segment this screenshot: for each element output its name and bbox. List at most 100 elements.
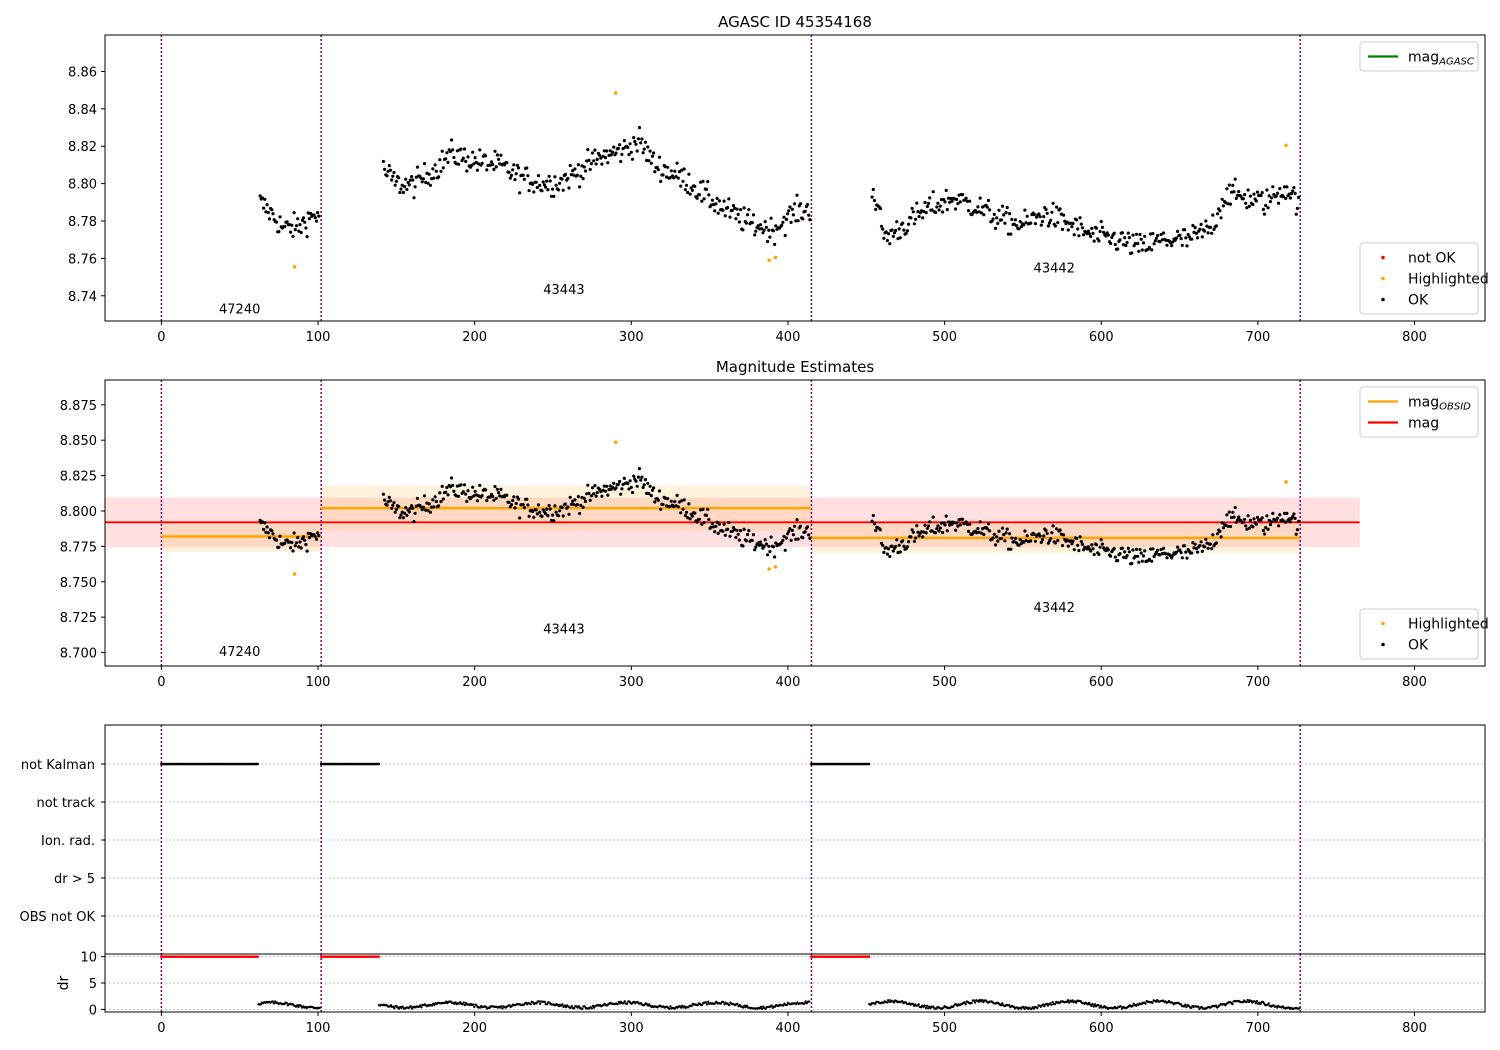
ok-point bbox=[545, 507, 549, 511]
ok-point bbox=[1233, 177, 1237, 181]
ok-point bbox=[1154, 236, 1158, 240]
ok-point bbox=[992, 532, 996, 536]
ok-point bbox=[680, 168, 684, 172]
panel-flags-axes: not Kalman not track Ion. rad. dr > 5 OBS no… bbox=[20, 758, 105, 925]
ok-point bbox=[888, 242, 892, 246]
ok-point bbox=[1006, 232, 1011, 236]
ok-point bbox=[746, 532, 750, 537]
ok-point bbox=[304, 543, 308, 547]
ok-point bbox=[1143, 234, 1147, 238]
ok-point bbox=[744, 221, 749, 225]
ok-point bbox=[407, 183, 411, 187]
ok-point bbox=[270, 208, 274, 212]
legend-label: mag bbox=[1408, 416, 1439, 432]
ok-point bbox=[404, 177, 408, 181]
ok-point bbox=[289, 230, 293, 234]
ok-point bbox=[1131, 233, 1135, 237]
ok-point bbox=[290, 223, 294, 227]
ok-point bbox=[464, 492, 468, 496]
ok-point bbox=[293, 228, 297, 232]
obsid-label: 43443 bbox=[543, 283, 584, 298]
ok-point bbox=[457, 494, 461, 498]
ok-point bbox=[1180, 243, 1184, 247]
dr-point bbox=[623, 1000, 626, 1003]
ok-point bbox=[1134, 547, 1139, 552]
dr-point bbox=[1050, 1003, 1053, 1006]
ok-point bbox=[901, 221, 905, 225]
ok-point bbox=[411, 506, 415, 510]
ok-point bbox=[730, 208, 734, 212]
ok-point bbox=[793, 524, 797, 528]
ok-point bbox=[1143, 549, 1147, 553]
dr-point bbox=[1298, 1007, 1301, 1010]
ok-point bbox=[424, 180, 428, 184]
ok-point bbox=[943, 523, 947, 527]
ok-point bbox=[1082, 233, 1086, 237]
ok-point bbox=[923, 523, 927, 527]
ok-point bbox=[653, 170, 657, 174]
ok-point bbox=[561, 514, 565, 518]
ok-point bbox=[704, 513, 709, 518]
ok-point bbox=[1179, 551, 1183, 555]
ok-point bbox=[944, 514, 948, 518]
ok-point bbox=[808, 536, 812, 540]
obsid-label: 43442 bbox=[1034, 261, 1075, 276]
ok-point bbox=[701, 507, 705, 511]
ok-point bbox=[646, 145, 650, 149]
ok-point bbox=[437, 504, 441, 508]
ok-point bbox=[910, 206, 914, 210]
ok-point bbox=[958, 523, 962, 527]
ok-point bbox=[267, 217, 272, 221]
ok-point bbox=[1033, 222, 1037, 226]
ok-point bbox=[1268, 523, 1272, 527]
dr-point bbox=[1067, 1001, 1071, 1004]
dr-point bbox=[463, 1003, 467, 1007]
ok-point bbox=[1045, 531, 1049, 536]
ok-point bbox=[1124, 243, 1128, 248]
panel-flags: not Kalman not track Ion. rad. dr > 5 OBS no… bbox=[20, 724, 1486, 955]
ok-point bbox=[1010, 217, 1014, 222]
ok-point bbox=[401, 190, 405, 195]
ok-point bbox=[560, 177, 564, 181]
ok-point bbox=[1060, 227, 1065, 231]
ok-point bbox=[1284, 196, 1288, 201]
ok-point bbox=[1264, 526, 1268, 530]
x-tick-label: 0 bbox=[157, 675, 165, 690]
dr-point bbox=[393, 1007, 396, 1010]
ok-point bbox=[534, 508, 538, 512]
dr-point bbox=[1214, 1004, 1218, 1007]
ok-point bbox=[1278, 187, 1282, 191]
ok-point bbox=[1090, 543, 1094, 547]
ok-point bbox=[1125, 554, 1129, 558]
ok-point bbox=[955, 521, 959, 525]
ok-point bbox=[277, 545, 281, 549]
dr-point bbox=[901, 1000, 904, 1003]
ok-point bbox=[1120, 546, 1124, 550]
ok-point bbox=[576, 495, 581, 499]
ok-point bbox=[1284, 520, 1288, 524]
ok-point bbox=[1243, 193, 1247, 197]
ok-point bbox=[626, 145, 630, 149]
ok-point bbox=[1126, 231, 1130, 235]
ok-point bbox=[1248, 518, 1252, 523]
ok-point bbox=[1150, 559, 1154, 563]
ok-point bbox=[399, 513, 403, 517]
ok-point bbox=[1044, 207, 1048, 212]
ok-point bbox=[666, 165, 670, 169]
panel-magnitude-axes: 0 100 200 300 400 500 600 700 800 8.700 8.725 8.750… bbox=[60, 399, 1427, 690]
ok-point bbox=[563, 502, 568, 506]
ok-point bbox=[1049, 218, 1053, 222]
ok-point bbox=[388, 168, 393, 172]
ok-point bbox=[687, 172, 691, 176]
ok-point bbox=[1100, 225, 1104, 229]
x-tick-label: 700 bbox=[1245, 330, 1270, 345]
ok-point bbox=[961, 517, 965, 521]
ok-point bbox=[966, 529, 971, 534]
x-tick-label: 400 bbox=[776, 675, 801, 690]
ok-point bbox=[795, 518, 799, 522]
ok-point bbox=[598, 153, 602, 157]
ok-point bbox=[466, 489, 470, 493]
dr-point bbox=[963, 1001, 966, 1004]
